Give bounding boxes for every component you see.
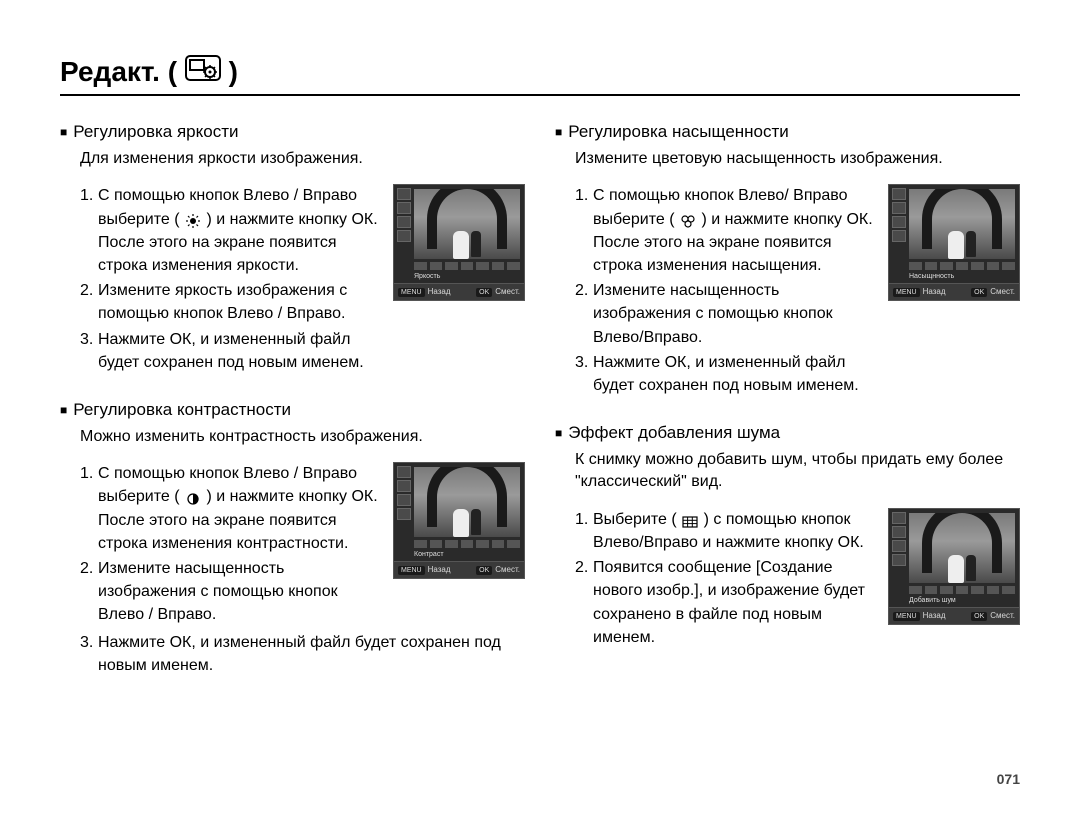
step-text: Выберите (	[593, 511, 677, 528]
ok-tag: OK	[971, 612, 987, 621]
left-column: Регулировка яркости Для изменения яркост…	[60, 122, 525, 701]
thumb-footer: MENUНазад OKСмест.	[888, 284, 1020, 301]
noise-step-1: Выберите ( ) с помощью кнопок Влево/Впра…	[575, 508, 878, 554]
saturation-section: Регулировка насыщенности Измените цветов…	[555, 122, 1020, 399]
brightness-desc: Для изменения яркости изображения.	[80, 148, 525, 170]
contrast-step-3: Нажмите ОК, и измененный файл будет сохр…	[80, 631, 525, 677]
saturation-steps: С помощью кнопок Влево/ Вправо выберите …	[575, 184, 878, 399]
ok-tag: OK	[476, 288, 492, 297]
brightness-step-1: С помощью кнопок Влево / Вправо выберите…	[80, 184, 383, 277]
thumb-label: Яркость	[414, 273, 440, 280]
contrast-icon	[184, 490, 202, 504]
back-label: Назад	[428, 287, 451, 296]
title-text: Редакт. (	[60, 56, 177, 87]
back-label: Назад	[923, 611, 946, 620]
menu-tag: MENU	[893, 612, 920, 621]
noise-section: Эффект добавления шума К снимку можно до…	[555, 423, 1020, 651]
move-label: Смест.	[495, 565, 520, 574]
saturation-title: Регулировка насыщенности	[555, 122, 1020, 142]
thumb-footer: MENUНазад OKСмест.	[888, 608, 1020, 625]
move-label: Смест.	[990, 287, 1015, 296]
noise-step-2: Появится сообщение [Создание нового изоб…	[575, 556, 878, 649]
brightness-step-2: Измените яркость изображения с помощью к…	[80, 279, 383, 325]
ok-tag: OK	[476, 566, 492, 575]
thumb-label: Контраст	[414, 551, 444, 558]
right-column: Регулировка насыщенности Измените цветов…	[555, 122, 1020, 701]
menu-tag: MENU	[398, 288, 425, 297]
thumb-footer: MENUНазад OKСмест.	[393, 284, 525, 301]
title-close: )	[229, 56, 238, 87]
saturation-icon	[679, 212, 697, 226]
contrast-step-1: С помощью кнопок Влево / Вправо выберите…	[80, 462, 383, 555]
noise-desc: К снимку можно добавить шум, чтобы прида…	[575, 449, 1020, 494]
contrast-steps: С помощью кнопок Влево / Вправо выберите…	[80, 462, 383, 628]
thumb-footer: MENUНазад OKСмест.	[393, 562, 525, 579]
noise-title: Эффект добавления шума	[555, 423, 1020, 443]
saturation-step-2: Измените насыщенность изображения с помо…	[575, 279, 878, 349]
contrast-step-2: Измените насыщенность изображения с помо…	[80, 557, 383, 627]
brightness-step-3: Нажмите ОК, и измененный файл будет сохр…	[80, 328, 383, 374]
page-number: 071	[997, 771, 1020, 787]
noise-thumb: Добавить шум MENUНазад OKСмест.	[888, 508, 1020, 651]
content-columns: Регулировка яркости Для изменения яркост…	[60, 122, 1020, 701]
edit-gear-icon	[185, 55, 221, 81]
saturation-desc: Измените цветовую насыщенность изображен…	[575, 148, 1020, 170]
back-label: Назад	[428, 565, 451, 574]
menu-tag: MENU	[893, 288, 920, 297]
page-title-row: Редакт. ( )	[60, 55, 1020, 96]
noise-grid-icon	[681, 513, 699, 527]
brightness-icon	[184, 212, 202, 226]
brightness-steps: С помощью кнопок Влево / Вправо выберите…	[80, 184, 383, 376]
move-label: Смест.	[495, 287, 520, 296]
menu-tag: MENU	[398, 566, 425, 575]
contrast-title: Регулировка контрастности	[60, 400, 525, 420]
saturation-thumb: Насыщнность MENUНазад OKСмест.	[888, 184, 1020, 399]
noise-steps: Выберите ( ) с помощью кнопок Влево/Впра…	[575, 508, 878, 651]
contrast-section: Регулировка контрастности Можно изменить…	[60, 400, 525, 677]
brightness-title: Регулировка яркости	[60, 122, 525, 142]
thumb-label: Насыщнность	[909, 273, 954, 280]
contrast-thumb: Контраст MENUНазад OKСмест.	[393, 462, 525, 628]
brightness-section: Регулировка яркости Для изменения яркост…	[60, 122, 525, 376]
page-title: Редакт. ( )	[60, 55, 238, 88]
back-label: Назад	[923, 287, 946, 296]
ok-tag: OK	[971, 288, 987, 297]
contrast-desc: Можно изменить контрастность изображения…	[80, 426, 525, 448]
brightness-thumb: Яркость MENUНазад OKСмест.	[393, 184, 525, 376]
thumb-label: Добавить шум	[909, 597, 956, 604]
saturation-step-3: Нажмите ОК, и измененный файл будет сохр…	[575, 351, 878, 397]
move-label: Смест.	[990, 611, 1015, 620]
saturation-step-1: С помощью кнопок Влево/ Вправо выберите …	[575, 184, 878, 277]
